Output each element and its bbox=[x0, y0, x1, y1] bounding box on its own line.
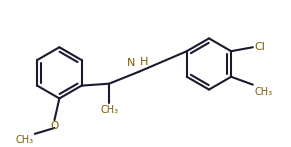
Text: H: H bbox=[140, 57, 148, 67]
Text: O: O bbox=[50, 121, 58, 131]
Text: CH₃: CH₃ bbox=[16, 135, 34, 145]
Text: N: N bbox=[127, 58, 136, 68]
Text: Cl: Cl bbox=[255, 42, 266, 52]
Text: CH₃: CH₃ bbox=[255, 87, 273, 97]
Text: CH₃: CH₃ bbox=[100, 105, 118, 115]
